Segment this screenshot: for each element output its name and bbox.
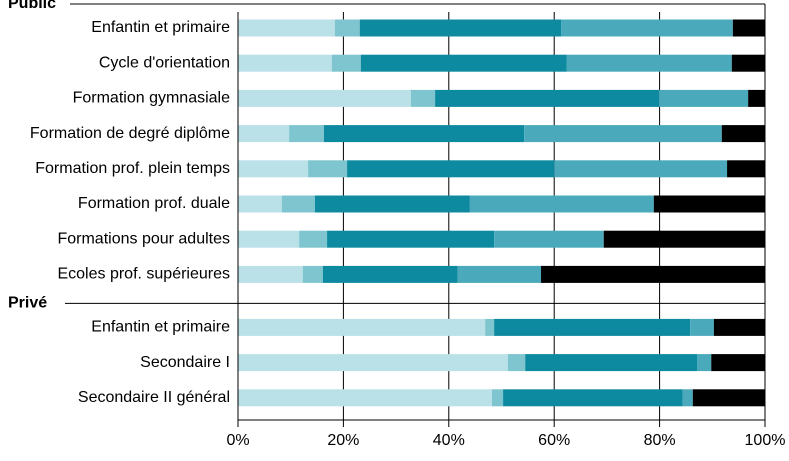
y-tick-label: Formation prof. duale — [78, 195, 230, 212]
x-tick-label: 20% — [327, 432, 359, 449]
bar-segment — [331, 54, 361, 72]
bar-segment — [238, 195, 282, 213]
bar-segment — [238, 230, 300, 248]
bar-segment — [566, 54, 732, 72]
bar-segment — [503, 389, 683, 407]
bar-segment — [492, 389, 504, 407]
x-tick-label: 60% — [538, 432, 570, 449]
bar-segment — [732, 19, 765, 37]
header-bg — [4, 0, 66, 13]
bar-segment — [494, 318, 691, 336]
bar-segment — [410, 89, 436, 107]
bar-segment — [360, 54, 567, 72]
bar-segment — [748, 89, 765, 107]
bar-segment — [238, 354, 508, 372]
bar-segment — [302, 265, 323, 283]
y-tick-label: Secondaire I — [140, 354, 230, 371]
bar-segment — [238, 89, 411, 107]
bar-segment — [690, 318, 714, 336]
bar-segment — [697, 354, 712, 372]
bar-segment — [541, 265, 765, 283]
bar-segment — [659, 89, 749, 107]
bar-segment — [731, 54, 765, 72]
y-tick-label: Ecoles prof. supérieures — [57, 266, 230, 283]
bar-segment — [281, 195, 315, 213]
bar-segment — [238, 265, 303, 283]
bar-segment — [469, 195, 654, 213]
bar-segment — [327, 230, 495, 248]
x-tick-label: 80% — [644, 432, 676, 449]
bar-segment — [238, 318, 486, 336]
bar-segment — [334, 19, 360, 37]
y-tick-label: Formation prof. plein temps — [35, 160, 230, 177]
bar-segment — [314, 195, 470, 213]
bar-segment — [507, 354, 526, 372]
bar-segment — [435, 89, 660, 107]
bar-segment — [561, 19, 733, 37]
bar-segment — [494, 230, 604, 248]
bar-segment — [727, 160, 765, 178]
bar-segment — [692, 389, 765, 407]
bar-segment — [238, 54, 332, 72]
x-tick-label: 0% — [226, 432, 249, 449]
y-tick-label: Enfantin et primaire — [91, 319, 230, 336]
bar-segment — [713, 318, 765, 336]
y-tick-label: Formations pour adultes — [57, 230, 230, 247]
bar-segment — [653, 195, 765, 213]
y-tick-label: Cycle d'orientation — [99, 54, 230, 71]
y-tick-label: Formation gymnasiale — [73, 90, 231, 107]
header-bg — [4, 292, 60, 313]
y-tick-label: Formation de degré diplôme — [30, 125, 230, 142]
group-header: Public — [8, 0, 56, 12]
x-tick-label: 40% — [433, 432, 465, 449]
y-tick-label: Secondaire II général — [78, 389, 230, 406]
bar-segment — [289, 125, 324, 143]
bar-segment — [238, 160, 309, 178]
bar-segment — [323, 125, 525, 143]
bar-segment — [524, 125, 722, 143]
bar-segment — [347, 160, 555, 178]
bar-segment — [711, 354, 765, 372]
bar-segment — [359, 19, 562, 37]
bar-segment — [238, 125, 290, 143]
x-tick-label: 100% — [745, 432, 786, 449]
bar-segment — [682, 389, 693, 407]
group-header: Privé — [8, 295, 47, 312]
bar-segment — [721, 125, 765, 143]
bar-segment — [322, 265, 458, 283]
bar-segment — [457, 265, 542, 283]
bar-segment — [308, 160, 348, 178]
bar-segment — [238, 19, 335, 37]
y-tick-label: Enfantin et primaire — [91, 19, 230, 36]
bar-segment — [525, 354, 698, 372]
bar-segment — [485, 318, 495, 336]
bar-segment — [238, 389, 493, 407]
bar-segment — [299, 230, 328, 248]
bar-segment — [554, 160, 728, 178]
bar-segment — [603, 230, 765, 248]
